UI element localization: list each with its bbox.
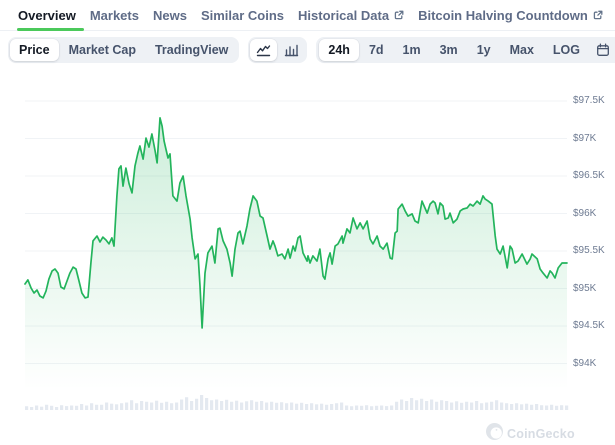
y-axis-label: $95K — [573, 282, 597, 294]
external-link-icon — [593, 10, 603, 20]
y-axis-label: $97.5K — [573, 95, 605, 106]
tab-label: News — [152, 7, 187, 23]
market-cap-button[interactable]: Market Cap — [60, 39, 145, 61]
tab-bitcoin-halving-countdown[interactable]: Bitcoin Halving Countdown — [418, 0, 603, 30]
price-button[interactable]: Price — [10, 39, 59, 61]
price-chart-canvas[interactable] — [0, 85, 615, 410]
tab-news[interactable]: News — [153, 0, 187, 30]
y-axis-label: $96K — [573, 207, 597, 219]
calendar-icon — [597, 43, 609, 56]
y-axis-label: $95.5K — [573, 245, 605, 256]
tab-overview[interactable]: Overview — [17, 0, 84, 31]
log-scale-button[interactable]: LOG — [544, 39, 589, 61]
range-max-button[interactable]: Max — [501, 39, 543, 61]
watermark-text: CoinGecko — [507, 427, 575, 441]
range-1m-button[interactable]: 1m — [394, 39, 430, 61]
tab-label: Bitcoin Halving Countdown — [418, 7, 588, 23]
external-link-icon — [394, 10, 404, 20]
calendar-button[interactable] — [590, 39, 615, 61]
chart-type-switcher — [248, 37, 308, 63]
tab-historical-data[interactable]: Historical Data — [298, 0, 404, 30]
tab-label: Markets — [89, 7, 139, 23]
candlestick-chart-icon — [285, 44, 299, 56]
chart-toolbar: Price Market Cap TradingView 24h 7d 1m 3… — [8, 37, 615, 63]
coingecko-watermark: CoinGecko — [486, 423, 575, 445]
range-switcher: 24h 7d 1m 3m 1y Max LOG — [316, 37, 615, 63]
tradingview-button[interactable]: TradingView — [146, 39, 237, 61]
tab-markets[interactable]: Markets — [90, 0, 139, 30]
y-axis-label: $94K — [573, 357, 597, 369]
tab-label: Historical Data — [298, 7, 390, 23]
range-1y-button[interactable]: 1y — [468, 39, 500, 61]
candlestick-chart-button[interactable] — [278, 39, 305, 61]
range-24h-button[interactable]: 24h — [319, 39, 359, 61]
range-3m-button[interactable]: 3m — [431, 39, 467, 61]
range-7d-button[interactable]: 7d — [360, 39, 393, 61]
y-axis-label: $96.5K — [573, 170, 605, 181]
tab-label: Overview — [18, 7, 76, 23]
tab-label: Similar Coins — [200, 7, 285, 23]
y-axis-label: $94.5K — [573, 320, 605, 331]
line-chart-button[interactable] — [250, 39, 278, 61]
coin-nav-tabs: Overview Markets News Similar Coins Hist… — [0, 0, 615, 31]
metric-switcher: Price Market Cap TradingView — [8, 37, 240, 63]
y-axis-label: $97K — [573, 132, 597, 144]
coingecko-logo-icon — [486, 423, 503, 445]
price-chart: $97.5K $97K $96.5K $96K $95.5K $95K $94.… — [0, 85, 615, 441]
line-chart-icon — [257, 44, 271, 56]
tab-similar-coins[interactable]: Similar Coins — [201, 0, 284, 30]
